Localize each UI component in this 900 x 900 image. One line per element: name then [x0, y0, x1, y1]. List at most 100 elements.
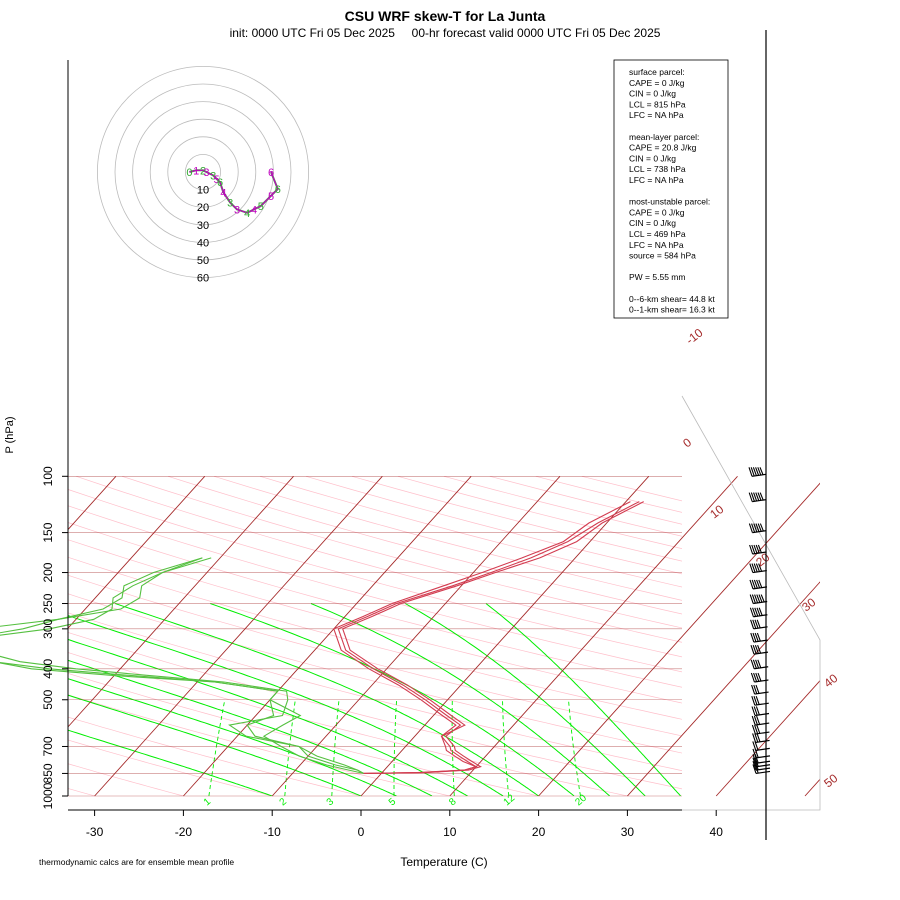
isotherm-label: -10	[683, 325, 706, 347]
info-line: 0--1-km shear= 16.3 kt	[629, 305, 715, 315]
moist-adiabat	[485, 603, 682, 796]
hodograph-ring	[97, 66, 309, 278]
x-tick-label: 10	[443, 825, 457, 839]
x-tick-label: -30	[86, 825, 104, 839]
moist-adiabat	[68, 659, 433, 796]
hodograph-ring	[114, 83, 292, 261]
wind-barbs	[748, 30, 771, 840]
wind-barb	[749, 563, 767, 574]
hodograph-ring	[149, 118, 257, 226]
info-line: LCL = 469 hPa	[629, 229, 686, 239]
hodograph-point-label: 4	[244, 208, 250, 220]
info-line: PW = 5.55 mm	[629, 272, 685, 282]
temperature-line	[333, 501, 631, 774]
info-line: 0--6-km shear= 44.8 kt	[629, 294, 715, 304]
isotherm	[715, 679, 820, 797]
isotherm	[94, 475, 383, 797]
hodograph-point-label: 3	[234, 204, 240, 216]
dry-adiabat	[581, 475, 682, 502]
mixing-ratio-label: 12	[502, 792, 518, 808]
dry-adiabat	[68, 763, 184, 796]
wind-barb	[749, 544, 767, 555]
info-line	[629, 121, 631, 131]
wind-barb	[751, 724, 770, 735]
info-line: CIN = 0 J/kg	[629, 153, 676, 163]
footnote: thermodynamic calcs are for ensemble mea…	[39, 857, 234, 867]
isotherm-label: 40	[821, 671, 840, 690]
wind-barb	[750, 632, 768, 643]
moist-adiabat	[68, 638, 468, 796]
profiles	[0, 501, 644, 774]
hodograph-point-label: 4	[220, 187, 226, 199]
temperature-line	[337, 501, 640, 774]
y-tick-label: 400	[41, 658, 55, 678]
isotherm	[360, 475, 650, 797]
mixing-ratio-label: 2	[278, 796, 290, 808]
hodograph-point-label: 5	[214, 174, 220, 186]
isotherm-label: 30	[799, 595, 818, 614]
info-line: source = 584 hPa	[629, 251, 696, 261]
info-line: surface parcel:	[629, 67, 685, 77]
moist-adiabat	[68, 678, 397, 796]
wind-barb	[748, 523, 767, 534]
dry-adiabat	[213, 475, 682, 601]
y-tick-label: 150	[41, 522, 55, 542]
wind-barb	[748, 467, 767, 477]
hodograph-point-label: 4	[251, 204, 257, 216]
moist-adiabat	[310, 603, 610, 796]
extended-area	[68, 475, 900, 797]
x-axis-label: Temperature (C)	[400, 855, 487, 869]
wind-barb	[750, 659, 769, 670]
moist-adiabat	[115, 603, 539, 796]
dry-adiabat	[397, 475, 682, 549]
dry-adiabat	[0, 476, 6, 796]
hodograph-ring	[184, 153, 221, 190]
info-box: surface parcel: CAPE = 0 J/kg CIN = 0 J/kg…	[613, 59, 729, 319]
isotherm	[804, 778, 820, 797]
y-tick-label: 850	[41, 763, 55, 783]
dry-adiabat	[68, 612, 682, 772]
dry-adiabat	[305, 475, 682, 575]
info-line	[629, 283, 631, 293]
mixing-ratio-label: 8	[447, 796, 459, 808]
dewpoint-line	[0, 557, 364, 774]
info-line: CIN = 0 J/kg	[629, 89, 676, 99]
isotherm	[894, 476, 900, 796]
wind-barb	[751, 706, 770, 717]
diagram-border	[68, 395, 821, 811]
mixing-ratio-label: 3	[325, 796, 337, 808]
wind-barb	[751, 715, 770, 726]
x-tick-label: -10	[264, 825, 282, 839]
y-tick-label: 1000	[41, 782, 55, 809]
dewpoint-line	[0, 557, 364, 774]
isotherm	[183, 475, 472, 797]
chart-title: CSU WRF skew-T for La Junta	[345, 8, 546, 24]
moist-adiabat	[68, 694, 362, 796]
mixing-ratio-label: 20	[573, 792, 589, 808]
y-tick-label: 500	[41, 689, 55, 709]
wind-barb	[749, 607, 768, 618]
info-line: CAPE = 0 J/kg	[629, 78, 685, 88]
mixing-ratio-line	[451, 699, 455, 796]
isotherm	[68, 475, 206, 629]
info-line: LCL = 815 hPa	[629, 99, 686, 109]
hodograph-ring-label: 60	[197, 273, 209, 285]
dry-adiabat	[443, 475, 682, 537]
hodograph-ring-label: 30	[197, 220, 209, 232]
mixing-ratio-label: 5	[387, 796, 399, 808]
y-axis-label: P (hPa)	[4, 416, 16, 453]
isotherm	[627, 581, 820, 797]
hodograph-ring-label: 50	[197, 255, 209, 267]
info-line: LCL = 738 hPa	[629, 164, 686, 174]
wind-barb	[751, 696, 769, 706]
moist-adiabat	[404, 603, 646, 796]
wind-barb	[749, 579, 768, 590]
info-line: CAPE = 0 J/kg	[629, 207, 685, 217]
info-line: LFC = NA hPa	[629, 110, 684, 120]
x-tick-label: -20	[175, 825, 193, 839]
hodograph-point-label: 0	[186, 167, 192, 179]
